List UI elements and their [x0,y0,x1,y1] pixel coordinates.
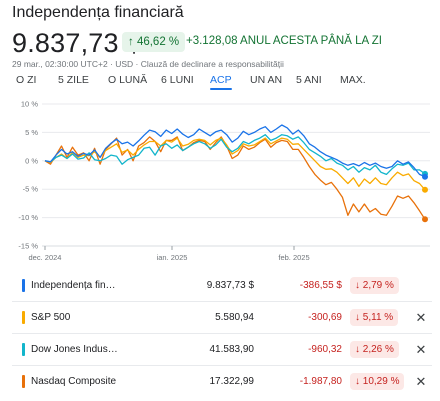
comparison-row[interactable]: S&P 500 5.580,94 -300,69 ↓ 5,11 % ✕ [0,304,440,332]
y-tick-label: 10 % [21,100,38,109]
series-delta: -960,32 [308,344,342,355]
series-name: Independența financiară [31,280,119,291]
comparison-row[interactable]: Dow Jones Industrial Average 41.583,90 -96… [0,336,440,364]
x-tick-label: dec. 2024 [29,253,62,262]
series-name: Nasdaq Composite [31,376,117,387]
series-value: 17.322,99 [209,376,255,387]
series-color-swatch [22,311,25,324]
row-divider [12,333,432,334]
close-icon[interactable]: ✕ [415,310,427,325]
tab-6-luni[interactable]: 6 LUNI [161,74,194,86]
row-divider [12,301,432,302]
tab-max[interactable]: MAX. [340,74,366,86]
comparison-row[interactable]: Nasdaq Composite 17.322,99 -1.987,80 ↓ 10,2… [0,368,440,396]
series-delta: -300,69 [308,312,342,323]
performance-chart[interactable]: 10 % 5 % 0 % -5 % -10 % -15 % dec. 2024 ian. 20… [0,95,440,267]
series-end-point-0 [422,173,428,180]
y-tick-label: 5 % [25,128,38,137]
close-icon[interactable]: ✕ [415,374,427,389]
tab-o-lună[interactable]: O LUNĂ [108,74,148,86]
y-tick-label: -15 % [18,242,38,251]
page-title: Independența financiară [12,4,184,21]
series-value: 41.583,90 [209,344,255,355]
tab-5-ani[interactable]: 5 ANI [296,74,322,86]
series-line-1 [44,137,426,191]
series-color-swatch [22,343,25,356]
timestamp-disclaimer[interactable]: 29 mar., 02:30:00 UTC+2 · USD · Clauză d… [12,59,284,69]
change-badge: ↑ 46,62 % [122,32,186,52]
series-name: S&P 500 [31,312,71,323]
x-tick-label: ian. 2025 [157,253,188,262]
series-percent-badge: ↓ 2,79 % [350,277,399,294]
y-tick-label: 0 % [25,156,38,165]
series-end-point-3 [422,216,428,223]
series-delta: -386,55 $ [299,280,342,291]
tab-un-an[interactable]: UN AN [250,74,283,86]
row-divider [12,365,432,366]
range-tabs: O ZI 5 ZILE O LUNĂ 6 LUNI ACP UN AN 5 ANI MAX. [0,73,440,93]
x-tick-label: feb. 2025 [278,253,309,262]
y-tick-label: -5 % [23,185,39,194]
series-color-swatch [22,375,25,388]
tab-acp[interactable]: ACP [210,73,232,93]
series-percent-badge: ↓ 10,29 % [350,373,405,390]
series-line-2 [44,134,426,176]
series-color-swatch [22,279,25,292]
close-icon[interactable]: ✕ [415,342,427,357]
series-end-point-1 [422,186,428,193]
comparison-row[interactable]: Independența financiară 9.837,73 $ -386,55… [0,272,440,300]
series-percent-badge: ↓ 5,11 % [350,309,399,326]
current-price: 9.837,73 $ [12,28,142,58]
tab-5-zile[interactable]: 5 ZILE [58,74,89,86]
tab-o-zi[interactable]: O ZI [16,74,37,86]
ytd-change-text: +3.128,08 ANUL ACESTA PÂNĂ LA ZI [186,35,382,47]
series-percent-badge: ↓ 2,26 % [350,341,399,358]
series-value: 9.837,73 $ [206,280,254,291]
series-name: Dow Jones Industrial Average [31,344,119,355]
series-delta: -1.987,80 [299,376,342,387]
series-line-0 [44,124,426,178]
series-value: 5.580,94 [215,312,254,323]
y-tick-label: -10 % [18,213,38,222]
